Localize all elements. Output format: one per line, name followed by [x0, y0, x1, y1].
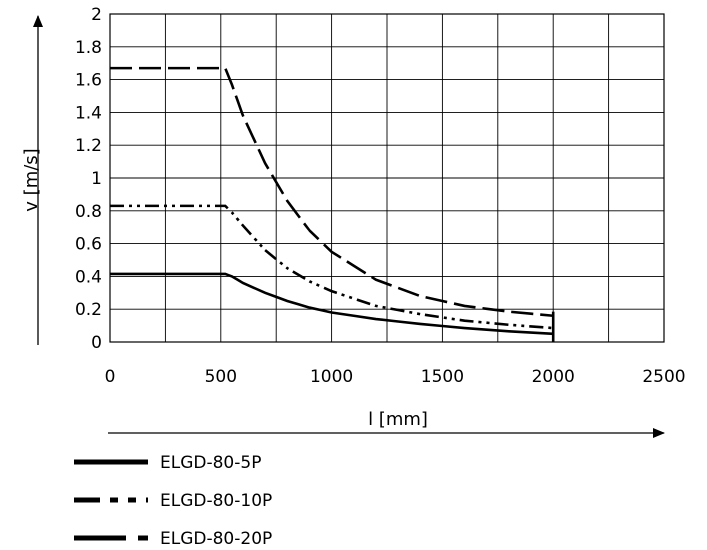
y-tick-label: 2 — [91, 5, 102, 25]
x-tick-label: 500 — [205, 367, 237, 387]
tick-labels: 0 0.2 0.4 0.6 0.8 1 1.2 1.4 1.6 1.8 2 0 500 1000 1500 2… — [75, 5, 686, 387]
series-line-elgd-80-5p — [110, 272, 554, 336]
x-tick-label: 2000 — [532, 367, 575, 387]
legend-label: ELGD-80-20P — [160, 529, 272, 549]
y-tick-label: 0.8 — [75, 202, 102, 222]
legend-label: ELGD-80-5P — [160, 453, 261, 473]
series-line-elgd-80-10p — [110, 204, 554, 330]
x-tick-label: 2500 — [642, 367, 685, 387]
y-tick-label: 1.4 — [75, 103, 102, 123]
series-lines — [110, 66, 555, 342]
y-tick-label: 1.6 — [75, 71, 102, 91]
axes — [109, 13, 665, 343]
plot-frame — [109, 13, 665, 343]
y-tick-label: 1 — [91, 169, 102, 189]
y-tick-label: 1.8 — [75, 38, 102, 58]
x-tick-label: 0 — [105, 367, 116, 387]
x-tick-label: 1000 — [310, 367, 353, 387]
y-tick-label: 0.6 — [75, 235, 102, 255]
y-axis-label: v [m/s] — [21, 148, 42, 211]
grid — [109, 13, 665, 343]
y-tick-label: 0.4 — [75, 267, 102, 287]
x-tick-label: 1500 — [421, 367, 464, 387]
legend: ELGD-80-5P ELGD-80-10P ELGD-80-20P — [74, 453, 272, 549]
y-tick-label: 0.2 — [75, 300, 102, 320]
y-tick-label: 1.2 — [75, 136, 102, 156]
x-axis-label: l [mm] — [368, 409, 428, 430]
legend-label: ELGD-80-10P — [160, 491, 272, 511]
y-tick-label: 0 — [91, 333, 102, 353]
series-line-elgd-80-20p — [110, 66, 554, 318]
